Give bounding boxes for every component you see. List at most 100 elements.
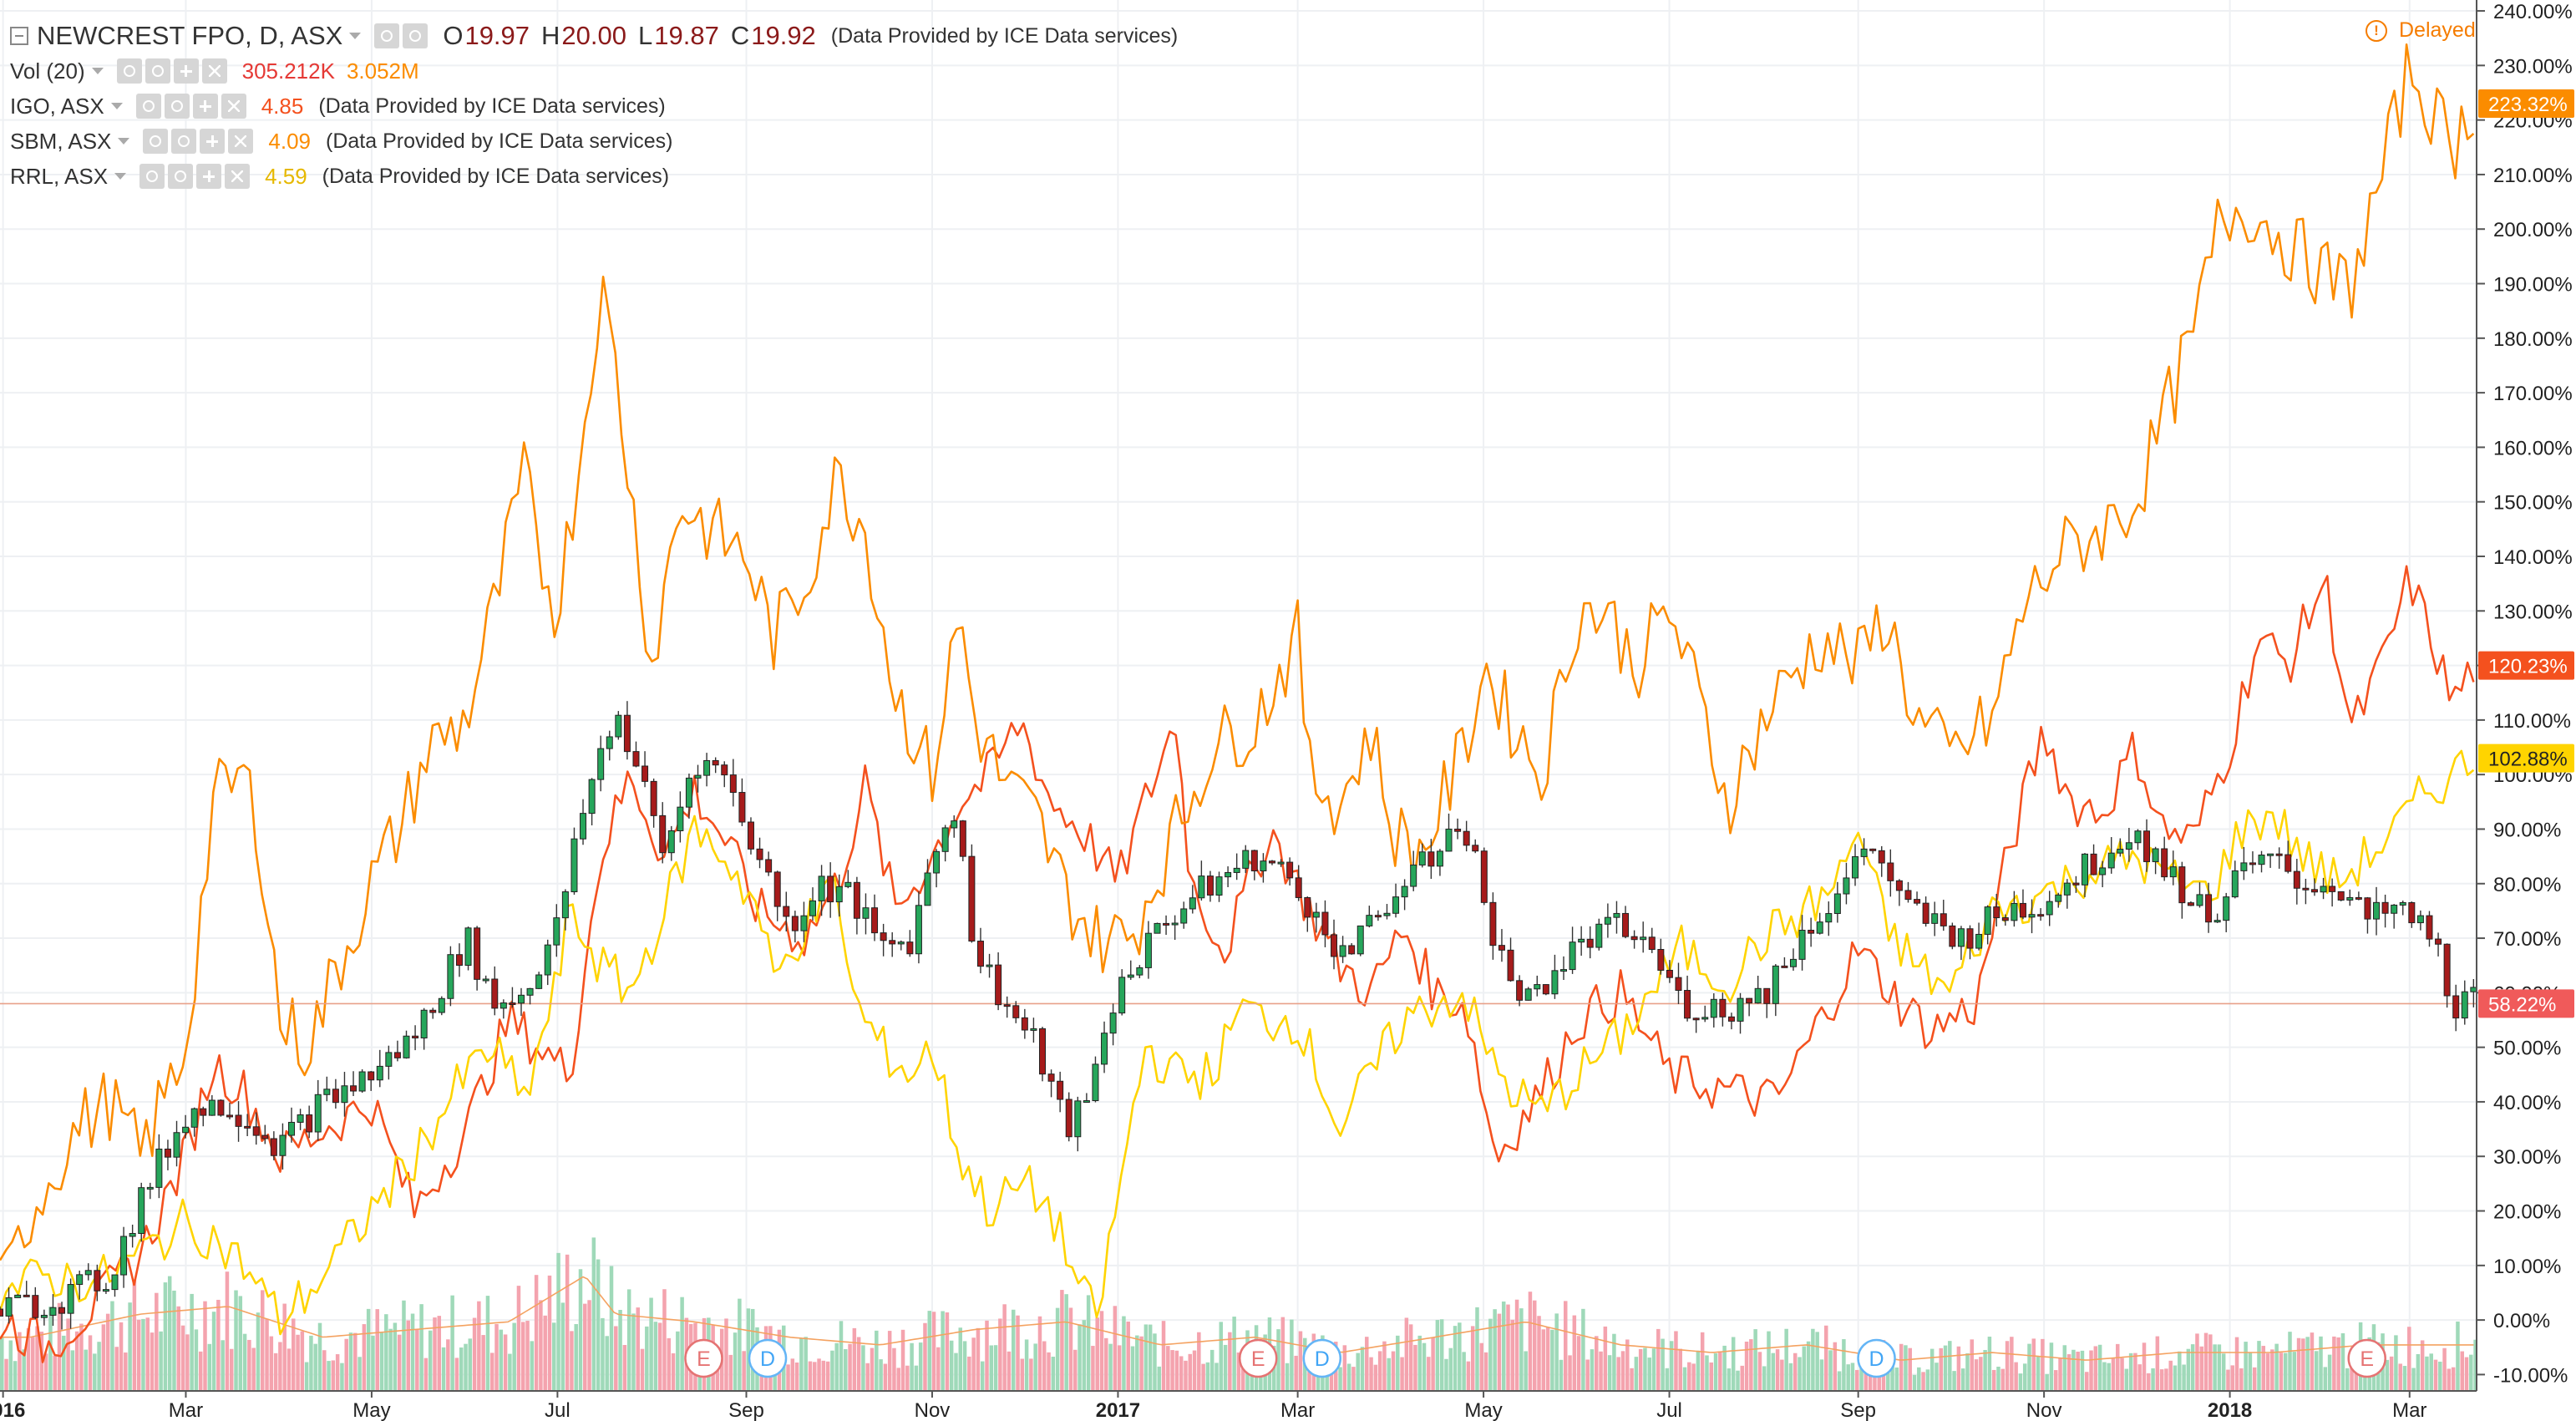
dividend-marker — [1857, 1338, 1896, 1378]
close-icon[interactable] — [228, 129, 254, 154]
candle-body — [420, 1009, 428, 1038]
volume-bar — [2279, 1352, 2284, 1391]
volume-bar — [348, 1332, 353, 1391]
eye-icon[interactable] — [135, 94, 161, 119]
chevron-down-icon[interactable] — [118, 138, 130, 145]
volume-bar — [799, 1337, 804, 1391]
candle-body — [835, 886, 843, 903]
volume-bar — [543, 1315, 547, 1391]
candle-body — [412, 1035, 419, 1038]
y-tick-label: 240.00% — [2493, 1, 2573, 23]
volume-bar — [998, 1318, 1002, 1391]
chevron-down-icon[interactable] — [91, 68, 104, 74]
volume-bar — [662, 1289, 667, 1391]
volume-bar — [1294, 1355, 1298, 1391]
candle-body — [694, 774, 702, 779]
volume-bar — [2111, 1358, 2116, 1391]
candle-body — [1966, 928, 1974, 949]
candle-body — [1772, 965, 1779, 1004]
gear-icon[interactable] — [168, 164, 194, 189]
volume-bar — [327, 1361, 331, 1391]
volume-bar — [1541, 1329, 1546, 1391]
candle-body — [332, 1089, 339, 1104]
volume-bar — [84, 1349, 88, 1391]
volume-bar — [2010, 1337, 2014, 1391]
candle-body — [1366, 915, 1373, 926]
volume-bar — [520, 1322, 525, 1391]
volume-bar — [578, 1269, 583, 1391]
volume-bar — [530, 1341, 535, 1391]
volume-bar — [2433, 1359, 2438, 1391]
igo-symbol: IGO, ASX — [10, 93, 104, 119]
gear-icon[interactable] — [145, 58, 170, 84]
volume-bar — [2018, 1373, 2023, 1391]
candle-body — [2134, 830, 2142, 844]
gear-icon[interactable] — [171, 129, 197, 154]
volume-bar — [958, 1327, 963, 1391]
volume-bars — [0, 1237, 2477, 1391]
gear-icon[interactable] — [164, 94, 190, 119]
volume-bar — [989, 1345, 994, 1391]
candle-body — [226, 1114, 233, 1118]
volume-bar — [1890, 1357, 1894, 1391]
candle-body — [1692, 1018, 1700, 1021]
candle-body — [2373, 901, 2381, 920]
volume-bar — [136, 1319, 141, 1391]
chevron-down-icon[interactable] — [114, 173, 127, 180]
volume-bar — [1846, 1364, 1850, 1391]
volume-bar — [817, 1358, 821, 1391]
volume-bar — [454, 1358, 459, 1391]
chevron-down-icon[interactable] — [110, 103, 123, 109]
volume-bar — [636, 1307, 640, 1391]
volume-bar — [591, 1237, 596, 1391]
eye-icon[interactable] — [374, 23, 400, 48]
volume-bar — [516, 1286, 521, 1391]
candle-body — [1993, 906, 2000, 919]
close-icon[interactable] — [225, 164, 251, 189]
candle-body — [173, 1132, 180, 1158]
add-icon[interactable] — [192, 94, 218, 119]
volume-bar — [0, 1337, 4, 1391]
eye-icon[interactable] — [116, 58, 142, 84]
volume-bar — [813, 1362, 817, 1391]
volume-bar — [2058, 1357, 2062, 1391]
volume-bar — [834, 1342, 839, 1391]
volume-bar — [260, 1290, 265, 1391]
eye-icon[interactable] — [139, 164, 165, 189]
close-icon[interactable] — [221, 94, 246, 119]
volume-bar — [273, 1352, 278, 1391]
volume-bar — [738, 1298, 742, 1391]
volume-bar — [1095, 1317, 1099, 1391]
volume-bar — [2270, 1349, 2274, 1391]
volume-bar — [640, 1348, 645, 1391]
delayed-label: Delayed — [2399, 18, 2476, 42]
x-tick-label: Nov — [915, 1399, 951, 1421]
volume-bar — [304, 1362, 309, 1391]
candle-body — [1524, 988, 1532, 1001]
volume-bar — [1042, 1341, 1047, 1391]
collapse-icon[interactable] — [10, 27, 28, 45]
add-icon[interactable] — [200, 129, 226, 154]
volume-bar — [534, 1275, 539, 1391]
gear-icon[interactable] — [403, 23, 428, 48]
sbm-symbol: SBM, ASX — [10, 128, 112, 154]
volume-bar — [1236, 1352, 1241, 1391]
candle-body — [986, 964, 993, 967]
candle-body — [2443, 943, 2451, 997]
volume-bar — [1943, 1345, 1948, 1391]
candle-body — [14, 1294, 22, 1298]
add-icon[interactable] — [196, 164, 222, 189]
chevron-down-icon[interactable] — [349, 33, 362, 39]
volume-bar — [2305, 1337, 2310, 1391]
delayed-status[interactable]: ! Delayed — [2366, 18, 2476, 43]
volume-bar — [70, 1350, 75, 1391]
volume-bar — [141, 1318, 145, 1391]
volume-bar — [2062, 1345, 2067, 1391]
candle-body — [747, 821, 754, 850]
event-marker-letter: E — [1251, 1347, 1265, 1371]
eye-icon[interactable] — [143, 129, 169, 154]
add-icon[interactable] — [173, 58, 199, 84]
close-icon[interactable] — [201, 58, 227, 84]
candle-body — [2391, 904, 2398, 914]
